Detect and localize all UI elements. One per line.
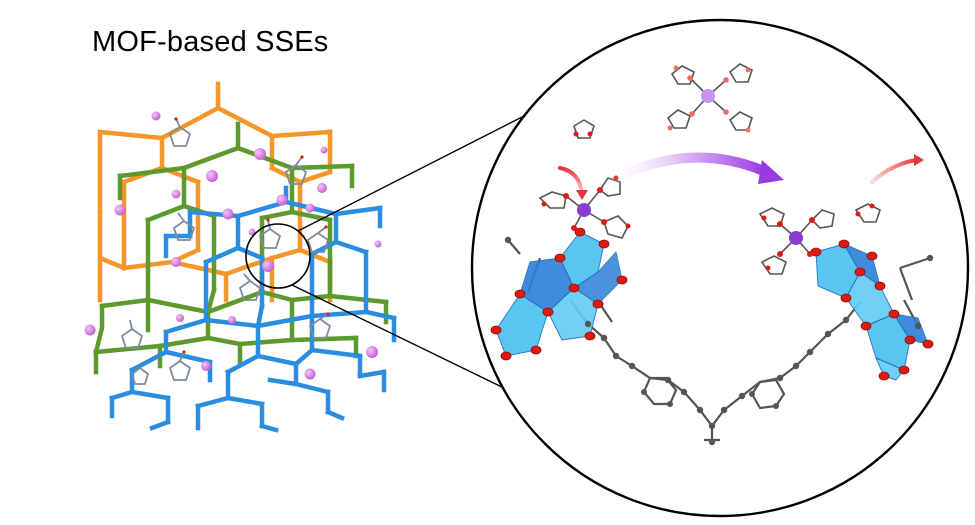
li-migration-arrow [599,152,771,189]
solvent-release-arrowhead [914,154,924,166]
solvent-insertion-arrowhead [576,190,588,200]
zoom-lens [470,18,970,518]
mof-framework [84,81,397,433]
solvent-release-arrow [870,158,918,184]
blue-network [109,185,397,433]
li-solvated-top [666,63,753,133]
oxygen-atoms-framework [490,227,934,381]
zoom-line-bottom [291,284,509,391]
li-complex-right [758,203,881,275]
lithium-ions [84,111,382,380]
figure-title: MOF-based SSEs [92,26,329,58]
solvent-molecules [120,118,332,385]
solvent-oxygen-dots [174,117,330,354]
polyhedra-left [495,231,623,357]
carbon-atoms [504,236,934,446]
zoom-line-top [297,115,525,232]
li-migration-arrowhead [758,160,784,184]
zoomed-structure [490,63,934,446]
li-complex-left [538,119,631,239]
polyhedra-right [815,243,929,381]
zoom-source-circle [245,223,311,289]
